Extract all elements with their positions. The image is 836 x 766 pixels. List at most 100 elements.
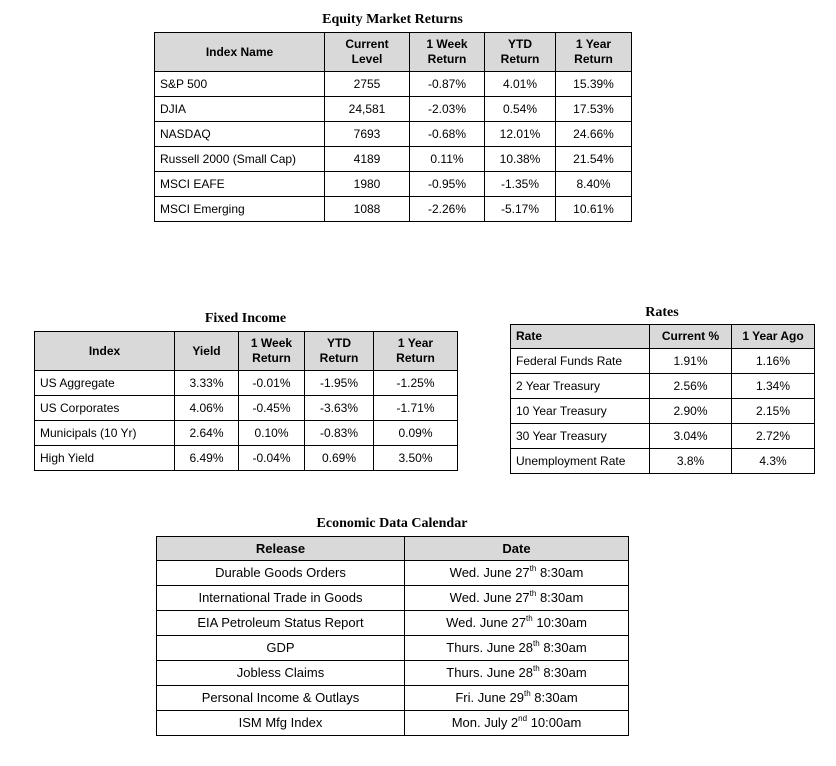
ytd-return-cell: -5.17% [484,196,556,222]
release-cell: Jobless Claims [156,660,405,686]
col-rate: Rate [510,324,650,349]
year-return-cell: 17.53% [555,96,632,122]
fixed-income-header-row: Index Yield 1 Week Return YTD Return 1 Yea… [34,331,458,371]
year-ago-cell: 1.34% [731,373,815,399]
year-return-cell: 0.09% [373,420,458,446]
table-row: US Corporates 4.06% -0.45% -3.63% -1.71% [34,395,458,421]
date-cell: Wed. June 27th 8:30am [404,585,629,611]
date-suffix: th [533,664,540,673]
table-row: NASDAQ 7693 -0.68% 12.01% 24.66% [154,121,632,147]
col-date: Date [404,536,629,561]
col-ytd-return: YTD Return [304,331,374,371]
col-1-week-return: 1 Week Return [238,331,305,371]
rate-name-cell: 10 Year Treasury [510,398,650,424]
date-text: Mon. July 2 [451,715,519,730]
table-row: Durable Goods Orders Wed. June 27th 8:30a… [156,560,629,586]
release-cell: Durable Goods Orders [156,560,405,586]
week-return-cell: -0.04% [238,445,305,471]
col-index: Index [34,331,175,371]
year-return-cell: 21.54% [555,146,632,172]
table-row: Personal Income & Outlays Fri. June 29th … [156,685,629,711]
week-return-cell: -2.03% [409,96,485,122]
col-1-week-return: 1 Week Return [409,32,485,72]
table-row: 2 Year Treasury 2.56% 1.34% [510,373,815,399]
year-ago-cell: 4.3% [731,448,815,474]
rate-name-cell: 2 Year Treasury [510,373,650,399]
week-return-cell: -2.26% [409,196,485,222]
table-row: 10 Year Treasury 2.90% 2.15% [510,398,815,424]
date-text: Wed. June 27 [449,565,530,580]
week-return-cell: -0.87% [409,71,485,97]
date-cell: Thurs. June 28th 8:30am [404,660,629,686]
week-return-cell: 0.11% [409,146,485,172]
table-row: GDP Thurs. June 28th 8:30am [156,635,629,661]
col-yield: Yield [174,331,239,371]
col-1-year-return: 1 Year Return [555,32,632,72]
date-suffix: th [533,639,540,648]
year-return-cell: 10.61% [555,196,632,222]
col-1-year-return: 1 Year Return [373,331,458,371]
ytd-return-cell: 0.69% [304,445,374,471]
table-row: US Aggregate 3.33% -0.01% -1.95% -1.25% [34,370,458,396]
ytd-return-cell: 0.54% [484,96,556,122]
date-cell: Mon. July 2nd 10:00am [404,710,629,736]
table-row: 30 Year Treasury 3.04% 2.72% [510,423,815,449]
table-row: High Yield 6.49% -0.04% 0.69% 3.50% [34,445,458,471]
index-name-cell: MSCI Emerging [154,196,325,222]
date-cell: Fri. June 29th 8:30am [404,685,629,711]
date-suffix: th [523,689,531,698]
equity-title: Equity Market Returns [322,12,463,27]
year-ago-cell: 2.72% [731,423,815,449]
current-percent-cell: 3.8% [649,448,732,474]
release-cell: ISM Mfg Index [156,710,405,736]
ytd-return-cell: -3.63% [304,395,374,421]
index-name-cell: DJIA [154,96,325,122]
date-text: Thurs. June 28 [446,665,534,680]
col-1-year-ago: 1 Year Ago [731,324,815,349]
date-suffix: th [529,564,537,573]
rates-header-row: Rate Current % 1 Year Ago [510,324,815,349]
rates-table: Rate Current % 1 Year Ago Federal Funds … [510,324,815,474]
equity-section: Equity Market Returns Index Name Current… [154,12,632,222]
col-index-name: Index Name [154,32,325,72]
current-level-cell: 1088 [324,196,410,222]
year-return-cell: -1.71% [373,395,458,421]
year-return-cell: 3.50% [373,445,458,471]
equity-table: Index Name Current Level 1 Week Return YTD… [154,32,632,222]
ytd-return-cell: 12.01% [484,121,556,147]
index-cell: US Corporates [34,395,175,421]
release-cell: GDP [156,635,405,661]
col-ytd-return: YTD Return [484,32,556,72]
table-row: S&P 500 2755 -0.87% 4.01% 15.39% [154,71,632,97]
rates-section: Rates Rate Current % 1 Year Ago Federal … [510,305,815,474]
year-return-cell: -1.25% [373,370,458,396]
ytd-return-cell: -1.35% [484,171,556,197]
table-row: EIA Petroleum Status Report Wed. June 27t… [156,610,629,636]
yield-cell: 3.33% [174,370,239,396]
date-text: Fri. June 29 [455,690,524,705]
current-level-cell: 7693 [324,121,410,147]
date-text: Thurs. June 28 [446,640,534,655]
calendar-section: Economic Data Calendar Release Date Dura… [156,516,629,736]
current-level-cell: 24,581 [324,96,410,122]
date-cell: Wed. June 27th 8:30am [404,560,629,586]
index-cell: High Yield [34,445,175,471]
table-row: Municipals (10 Yr) 2.64% 0.10% -0.83% 0.09% [34,420,458,446]
calendar-table: Release Date Durable Goods Orders Wed. Ju… [156,536,629,736]
table-row: Jobless Claims Thurs. June 28th 8:30am [156,660,629,686]
fixed-income-title: Fixed Income [204,311,287,326]
date-text: Wed. June 27 [446,615,527,630]
col-current-percent: Current % [649,324,732,349]
yield-cell: 4.06% [174,395,239,421]
time-text: 10:30am [536,615,587,630]
release-cell: International Trade in Goods [156,585,405,611]
rates-title: Rates [645,305,679,320]
table-row: Federal Funds Rate 1.91% 1.16% [510,348,815,374]
week-return-cell: -0.45% [238,395,305,421]
current-level-cell: 4189 [324,146,410,172]
year-ago-cell: 1.16% [731,348,815,374]
col-release: Release [156,536,405,561]
year-return-cell: 8.40% [555,171,632,197]
table-row: Russell 2000 (Small Cap) 4189 0.11% 10.38% 2… [154,146,632,172]
ytd-return-cell: 10.38% [484,146,556,172]
